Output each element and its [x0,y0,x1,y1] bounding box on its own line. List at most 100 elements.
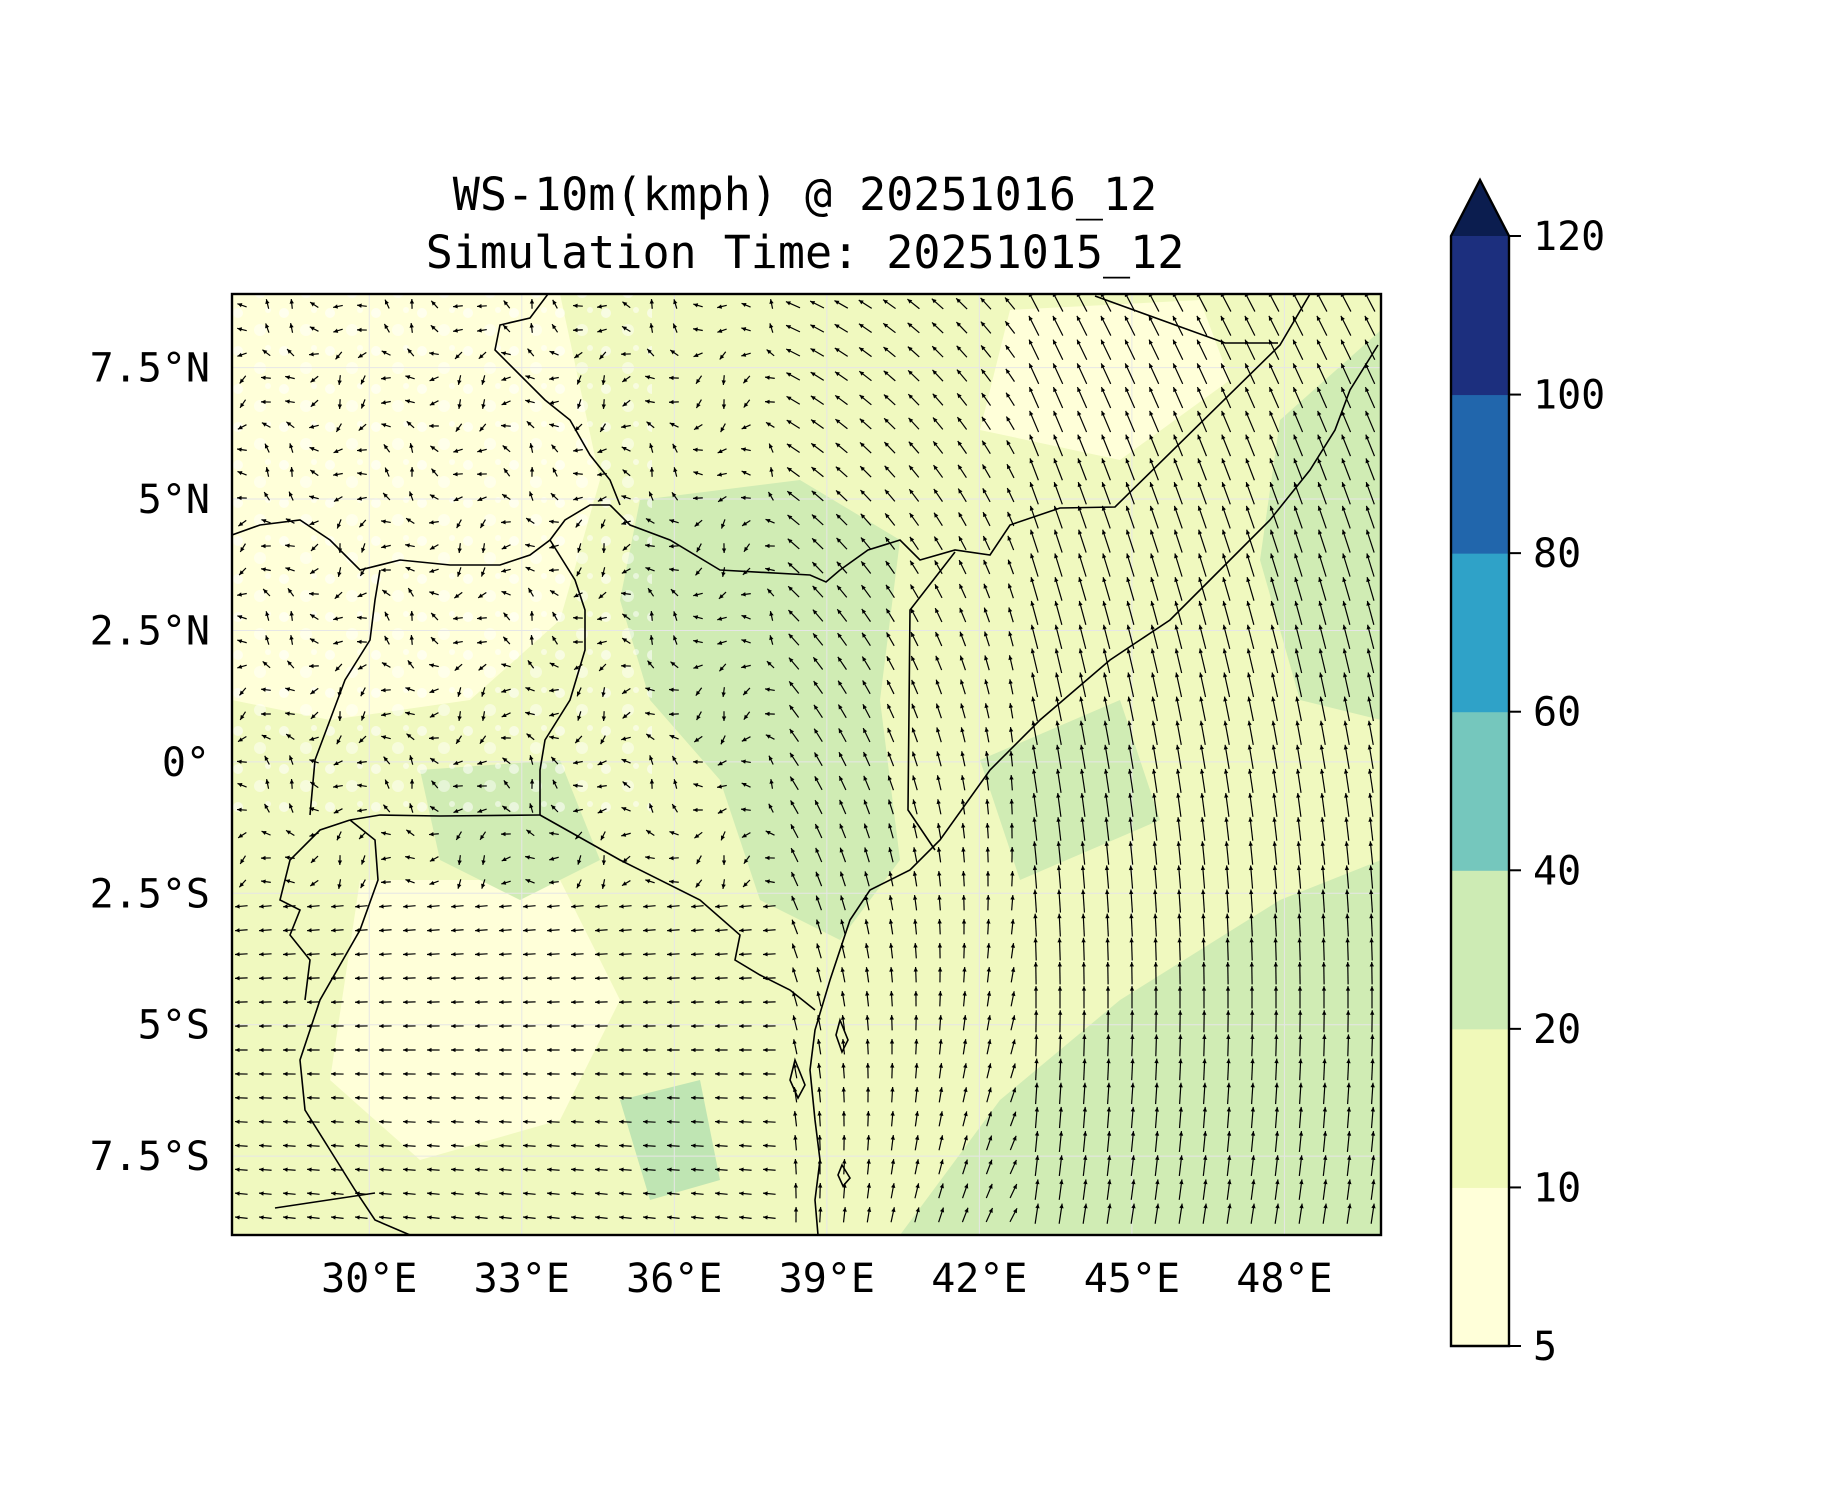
wind-arrow [741,302,751,308]
wind-arrow [573,760,583,765]
wind-arrow [913,918,918,935]
wind-arrow [1130,1203,1136,1224]
wind-arrow [354,904,368,909]
wind-arrow [1250,1155,1256,1176]
wind-arrow [1321,937,1326,961]
wind-arrow [237,327,247,332]
wind-arrow [1009,1183,1018,1199]
wind-arrow [621,806,631,812]
wind-arrow [570,904,584,909]
wind-arrow [1052,386,1064,409]
wind-arrow [841,1110,847,1127]
wind-arrow [1317,410,1328,433]
wind-arrow [1202,1082,1207,1105]
wind-arrow [282,1023,296,1029]
wind-arrow [621,325,631,332]
wind-arrow [598,663,607,672]
wind-arrow [429,880,439,885]
wind-arrow [986,1111,993,1127]
wind-arrow [1178,1106,1184,1129]
wind-arrow [890,1062,895,1079]
wind-arrow [383,323,390,333]
wind-arrow [962,1039,968,1055]
wind-arrow [570,1023,584,1029]
lon-tick-label: 42°E [931,1256,1027,1302]
wind-arrow [666,1023,680,1029]
wind-arrow [1154,1179,1160,1200]
wind-arrow [548,519,559,524]
wind-arrow [573,664,583,671]
wind-arrow [264,755,270,765]
wind-arrow [577,711,582,721]
wind-arrow [1058,1179,1064,1200]
wind-arrow [354,1071,368,1077]
wind-arrow [936,727,942,743]
wind-arrow [937,918,942,935]
wind-arrow [621,424,631,429]
wind-arrow [1103,768,1110,793]
wind-arrow [738,928,752,933]
wind-arrow [570,1143,584,1148]
wind-arrow [1102,553,1111,577]
wind-arrow [576,375,582,385]
wind-arrow [668,879,679,884]
wind-arrow [1292,339,1304,361]
wind-arrow [817,1086,822,1103]
wind-arrow [258,1143,272,1148]
wind-arrow [714,999,728,1005]
wind-arrow [1293,529,1303,553]
wind-arrow [696,711,702,721]
wind-arrow [1269,434,1280,457]
wind-arrow [234,999,248,1005]
wind-arrow [717,328,727,333]
wind-arrow [333,304,343,309]
wind-arrow [762,904,776,909]
wind-arrow [1320,865,1326,889]
wind-arrow [357,496,367,501]
wind-arrow [839,847,847,863]
wind-arrow [429,568,439,573]
wind-arrow [909,584,919,599]
wind-arrow [1292,315,1304,336]
wind-arrow [1148,315,1160,336]
wind-arrow [1154,1010,1159,1033]
wind-arrow [1222,553,1231,577]
wind-arrow [1368,841,1374,865]
wind-arrow [476,783,487,789]
wind-arrow [481,375,486,385]
wind-arrow [788,704,800,718]
wind-arrow [378,1191,392,1196]
wind-arrow [479,831,487,841]
wind-arrow [310,399,319,408]
wind-arrow [1200,865,1206,889]
wind-arrow [405,829,415,837]
wind-arrow [1102,600,1111,625]
wind-arrow [1150,648,1159,674]
wind-arrow [306,1047,320,1053]
wind-arrow [786,490,800,502]
wind-arrow [234,1023,248,1029]
wind-arrow [671,755,678,765]
wind-arrow [811,514,824,526]
wind-arrow [1298,1010,1303,1033]
wind-arrow [234,1167,248,1172]
colorbar-segment [1451,711,1509,871]
wind-arrow [835,513,848,526]
wind-arrow [479,519,486,529]
wind-arrow [740,807,751,812]
wind-arrow [1082,1010,1087,1033]
wind-arrow [1247,720,1254,746]
wind-arrow [959,607,967,623]
wind-arrow [762,1215,776,1220]
wind-arrow [1009,1111,1017,1127]
wind-arrow [358,423,367,432]
wind-arrow [429,688,439,694]
wind-arrow [1078,624,1087,650]
wind-arrow [1322,1155,1328,1176]
wind-arrow [889,1038,895,1055]
wind-arrow [1126,577,1135,601]
wind-arrow [622,781,631,789]
wind-arrow [838,775,847,791]
wind-arrow [237,639,247,644]
wind-arrow [1124,363,1136,385]
